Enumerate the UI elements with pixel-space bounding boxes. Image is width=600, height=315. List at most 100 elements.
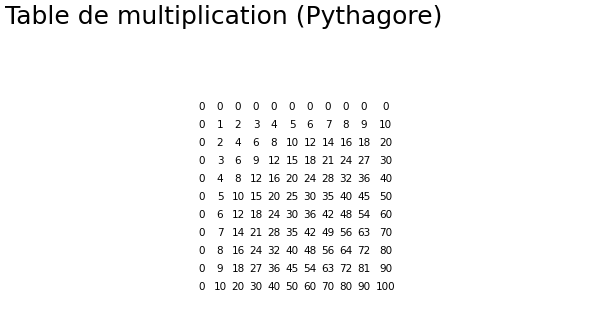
Text: 10: 10: [177, 282, 191, 292]
Text: 8: 8: [271, 138, 277, 148]
Text: 60: 60: [304, 282, 317, 292]
Text: 16: 16: [232, 246, 245, 256]
Text: ×: ×: [179, 84, 188, 94]
Text: 40: 40: [268, 282, 281, 292]
Text: 4: 4: [271, 84, 278, 94]
Text: 3: 3: [217, 156, 223, 166]
Text: 36: 36: [268, 264, 281, 274]
Text: 70: 70: [322, 282, 335, 292]
Text: 10: 10: [379, 120, 392, 130]
Text: 16: 16: [340, 138, 353, 148]
Text: 5: 5: [181, 192, 188, 202]
Text: 4: 4: [217, 174, 223, 184]
Text: 30: 30: [250, 282, 263, 292]
Text: 8: 8: [343, 120, 349, 130]
Text: 49: 49: [322, 228, 335, 238]
Text: 32: 32: [268, 246, 281, 256]
Text: 0: 0: [199, 264, 205, 274]
Text: 20: 20: [379, 138, 392, 148]
Text: 5: 5: [217, 192, 223, 202]
Text: 18: 18: [250, 210, 263, 220]
Text: 25: 25: [286, 192, 299, 202]
Text: 8: 8: [343, 84, 350, 94]
Text: 27: 27: [358, 156, 371, 166]
Text: 24: 24: [304, 174, 317, 184]
Text: 9: 9: [361, 84, 368, 94]
Text: 28: 28: [322, 174, 335, 184]
Text: 9: 9: [217, 264, 223, 274]
Text: 60: 60: [379, 210, 392, 220]
Text: 12: 12: [250, 174, 263, 184]
Text: 20: 20: [232, 282, 245, 292]
Text: 50: 50: [286, 282, 299, 292]
Text: 15: 15: [250, 192, 263, 202]
Text: 0: 0: [289, 102, 295, 112]
Text: 18: 18: [232, 264, 245, 274]
Text: 54: 54: [358, 210, 371, 220]
Text: 63: 63: [358, 228, 371, 238]
Text: 36: 36: [358, 174, 371, 184]
Text: 9: 9: [181, 264, 188, 274]
Text: Table de multiplication (Pythagore): Table de multiplication (Pythagore): [5, 5, 442, 29]
Text: 2: 2: [235, 84, 242, 94]
Text: 0: 0: [199, 174, 205, 184]
Text: 36: 36: [304, 210, 317, 220]
Text: 21: 21: [322, 156, 335, 166]
Text: 40: 40: [340, 192, 353, 202]
Text: 0: 0: [199, 192, 205, 202]
Text: 6: 6: [307, 84, 314, 94]
Text: 80: 80: [379, 246, 392, 256]
Text: 80: 80: [340, 282, 353, 292]
Text: 28: 28: [268, 228, 281, 238]
Text: 10: 10: [232, 192, 245, 202]
Text: 16: 16: [268, 174, 281, 184]
Text: 6: 6: [217, 210, 223, 220]
Text: 0: 0: [199, 282, 205, 292]
Text: 18: 18: [358, 138, 371, 148]
Text: 72: 72: [340, 264, 353, 274]
Text: 5: 5: [289, 84, 296, 94]
Text: 0: 0: [181, 102, 188, 112]
Text: 0: 0: [271, 102, 277, 112]
Text: 30: 30: [286, 210, 299, 220]
Text: 72: 72: [358, 246, 371, 256]
Text: 48: 48: [304, 246, 317, 256]
Text: 6: 6: [235, 156, 241, 166]
Text: 7: 7: [325, 84, 332, 94]
Text: 5: 5: [289, 120, 295, 130]
Text: 100: 100: [376, 282, 395, 292]
Text: 21: 21: [250, 228, 263, 238]
Text: 1: 1: [217, 84, 224, 94]
Text: 20: 20: [286, 174, 299, 184]
Text: 56: 56: [340, 228, 353, 238]
Text: 30: 30: [304, 192, 317, 202]
Text: 32: 32: [340, 174, 353, 184]
Text: 10: 10: [214, 282, 227, 292]
Text: 10: 10: [378, 84, 393, 94]
Text: 18: 18: [304, 156, 317, 166]
Text: 1: 1: [217, 120, 223, 130]
Text: 7: 7: [325, 120, 331, 130]
Text: 0: 0: [199, 246, 205, 256]
Text: 24: 24: [250, 246, 263, 256]
Text: 0: 0: [325, 102, 331, 112]
Text: 70: 70: [379, 228, 392, 238]
Text: 30: 30: [379, 156, 392, 166]
Text: 7: 7: [181, 228, 188, 238]
Text: 24: 24: [340, 156, 353, 166]
Text: 54: 54: [304, 264, 317, 274]
Text: 40: 40: [286, 246, 299, 256]
Text: 0: 0: [361, 102, 367, 112]
Text: 8: 8: [181, 246, 188, 256]
Text: 3: 3: [253, 120, 259, 130]
Text: 0: 0: [253, 102, 259, 112]
Text: 12: 12: [304, 138, 317, 148]
Text: 20: 20: [268, 192, 281, 202]
Text: 3: 3: [181, 156, 188, 166]
Text: 4: 4: [181, 174, 188, 184]
Text: 2: 2: [181, 138, 188, 148]
Text: 6: 6: [253, 138, 259, 148]
Text: 9: 9: [253, 156, 259, 166]
Text: 90: 90: [379, 264, 392, 274]
Text: 0: 0: [217, 102, 223, 112]
